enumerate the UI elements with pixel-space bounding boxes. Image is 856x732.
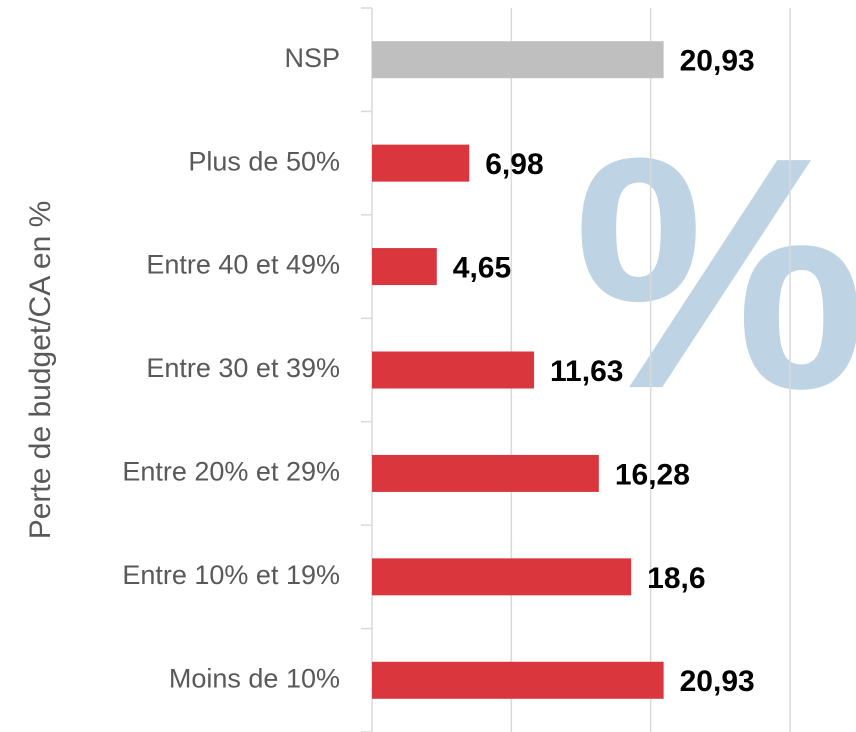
value-label: 11,63 [550,355,623,388]
bar [372,41,664,79]
category-label: Entre 10% et 19% [122,560,340,590]
category-label: Moins de 10% [169,663,340,693]
category-label: NSP [284,43,340,73]
bar [372,661,664,699]
bar [372,454,599,492]
y-axis-label: Perte de budget/CA en % [24,201,57,540]
value-label: 6,98 [485,148,543,181]
value-label: 20,93 [680,45,755,78]
category-label: Entre 20% et 29% [122,457,340,487]
bar [372,558,632,596]
value-label: 4,65 [453,251,511,284]
category-label: Entre 30 et 39% [146,353,340,383]
value-label: 16,28 [615,458,690,491]
value-label: 18,6 [647,562,705,595]
watermark: % [573,88,856,457]
category-label: Plus de 50% [188,146,340,176]
category-label: Entre 40 et 49% [146,250,340,280]
value-label: 20,93 [680,665,755,698]
bar [372,144,470,182]
bar [372,248,437,286]
bar [372,351,535,389]
